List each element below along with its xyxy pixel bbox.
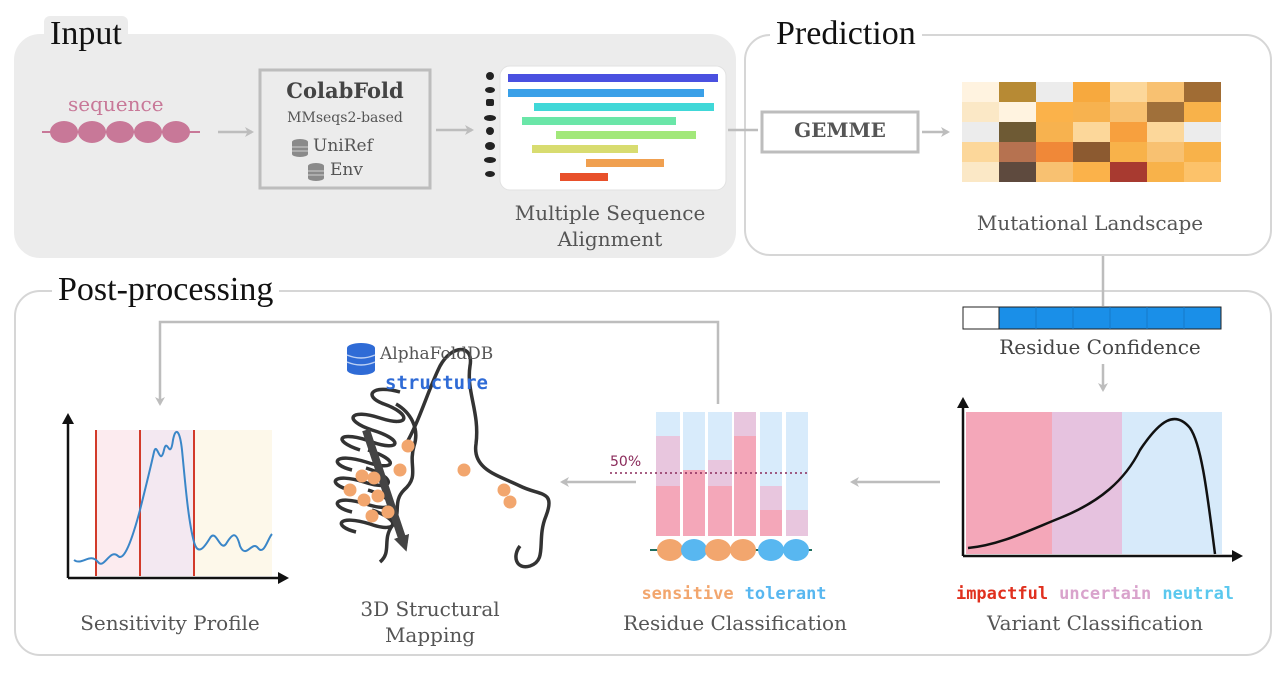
sequence-label: sequence [68,92,164,116]
variant-classification-caption: Variant Classification [986,611,1204,635]
legend-neutral: neutral [1162,584,1235,604]
msa-card [499,65,727,191]
residue-classification-bars [610,412,812,561]
database-icon [292,139,308,157]
env-label: Env [330,160,363,180]
structural-mapping-caption-line1: 3D Structural [360,597,500,621]
legend-tolerant: tolerant [744,584,827,604]
sensitivity-profile-plot [62,413,289,584]
mutational-landscape-heatmap [962,82,1221,182]
legend-sensitive: sensitive [641,584,734,604]
structure-label: structure [385,372,488,394]
residue-legend: sensitive tolerant [614,584,854,604]
colabfold-box [258,68,432,190]
mutational-landscape-caption: Mutational Landscape [976,211,1204,235]
colabfold-subtitle: MMseqs2-based [287,110,403,126]
sequence-beads [42,121,200,143]
prediction-section-title: Prediction [770,16,922,52]
structural-mapping-caption-line2: Mapping [384,623,476,647]
sensitivity-profile-caption: Sensitivity Profile [80,611,260,635]
variant-legend: impactful uncertain neutral [930,584,1260,604]
gemme-box [760,110,920,154]
protein-structure-cartoon [333,347,551,569]
gemme-label: GEMME [794,118,886,142]
msa-caption-line1: Multiple Sequence [514,201,706,225]
input-section-title: Input [44,16,128,52]
alphafold-database-icon [346,343,376,375]
msa-bars [508,74,718,181]
database-icon [308,163,324,181]
residue-confidence-caption: Residue Confidence [999,335,1201,359]
alphafold-db-label: AlphaFoldDB [380,344,494,364]
postprocessing-section-title: Post-processing [52,272,280,308]
colabfold-title: ColabFold [286,78,404,103]
species-icons [484,72,496,177]
msa-caption-line2: Alignment [557,227,663,251]
legend-impactful: impactful [955,584,1049,604]
residue-confidence-bar [962,306,1222,330]
uniref-label: UniRef [313,136,373,156]
threshold-label: 50% [610,454,642,470]
connector-residue-to-sensitivity [155,320,720,406]
variant-classification-plot [957,397,1243,562]
residue-classification-caption: Residue Classification [623,611,847,635]
prediction-panel [744,34,1272,256]
postprocessing-panel [14,290,1272,656]
legend-uncertain: uncertain [1059,584,1152,604]
